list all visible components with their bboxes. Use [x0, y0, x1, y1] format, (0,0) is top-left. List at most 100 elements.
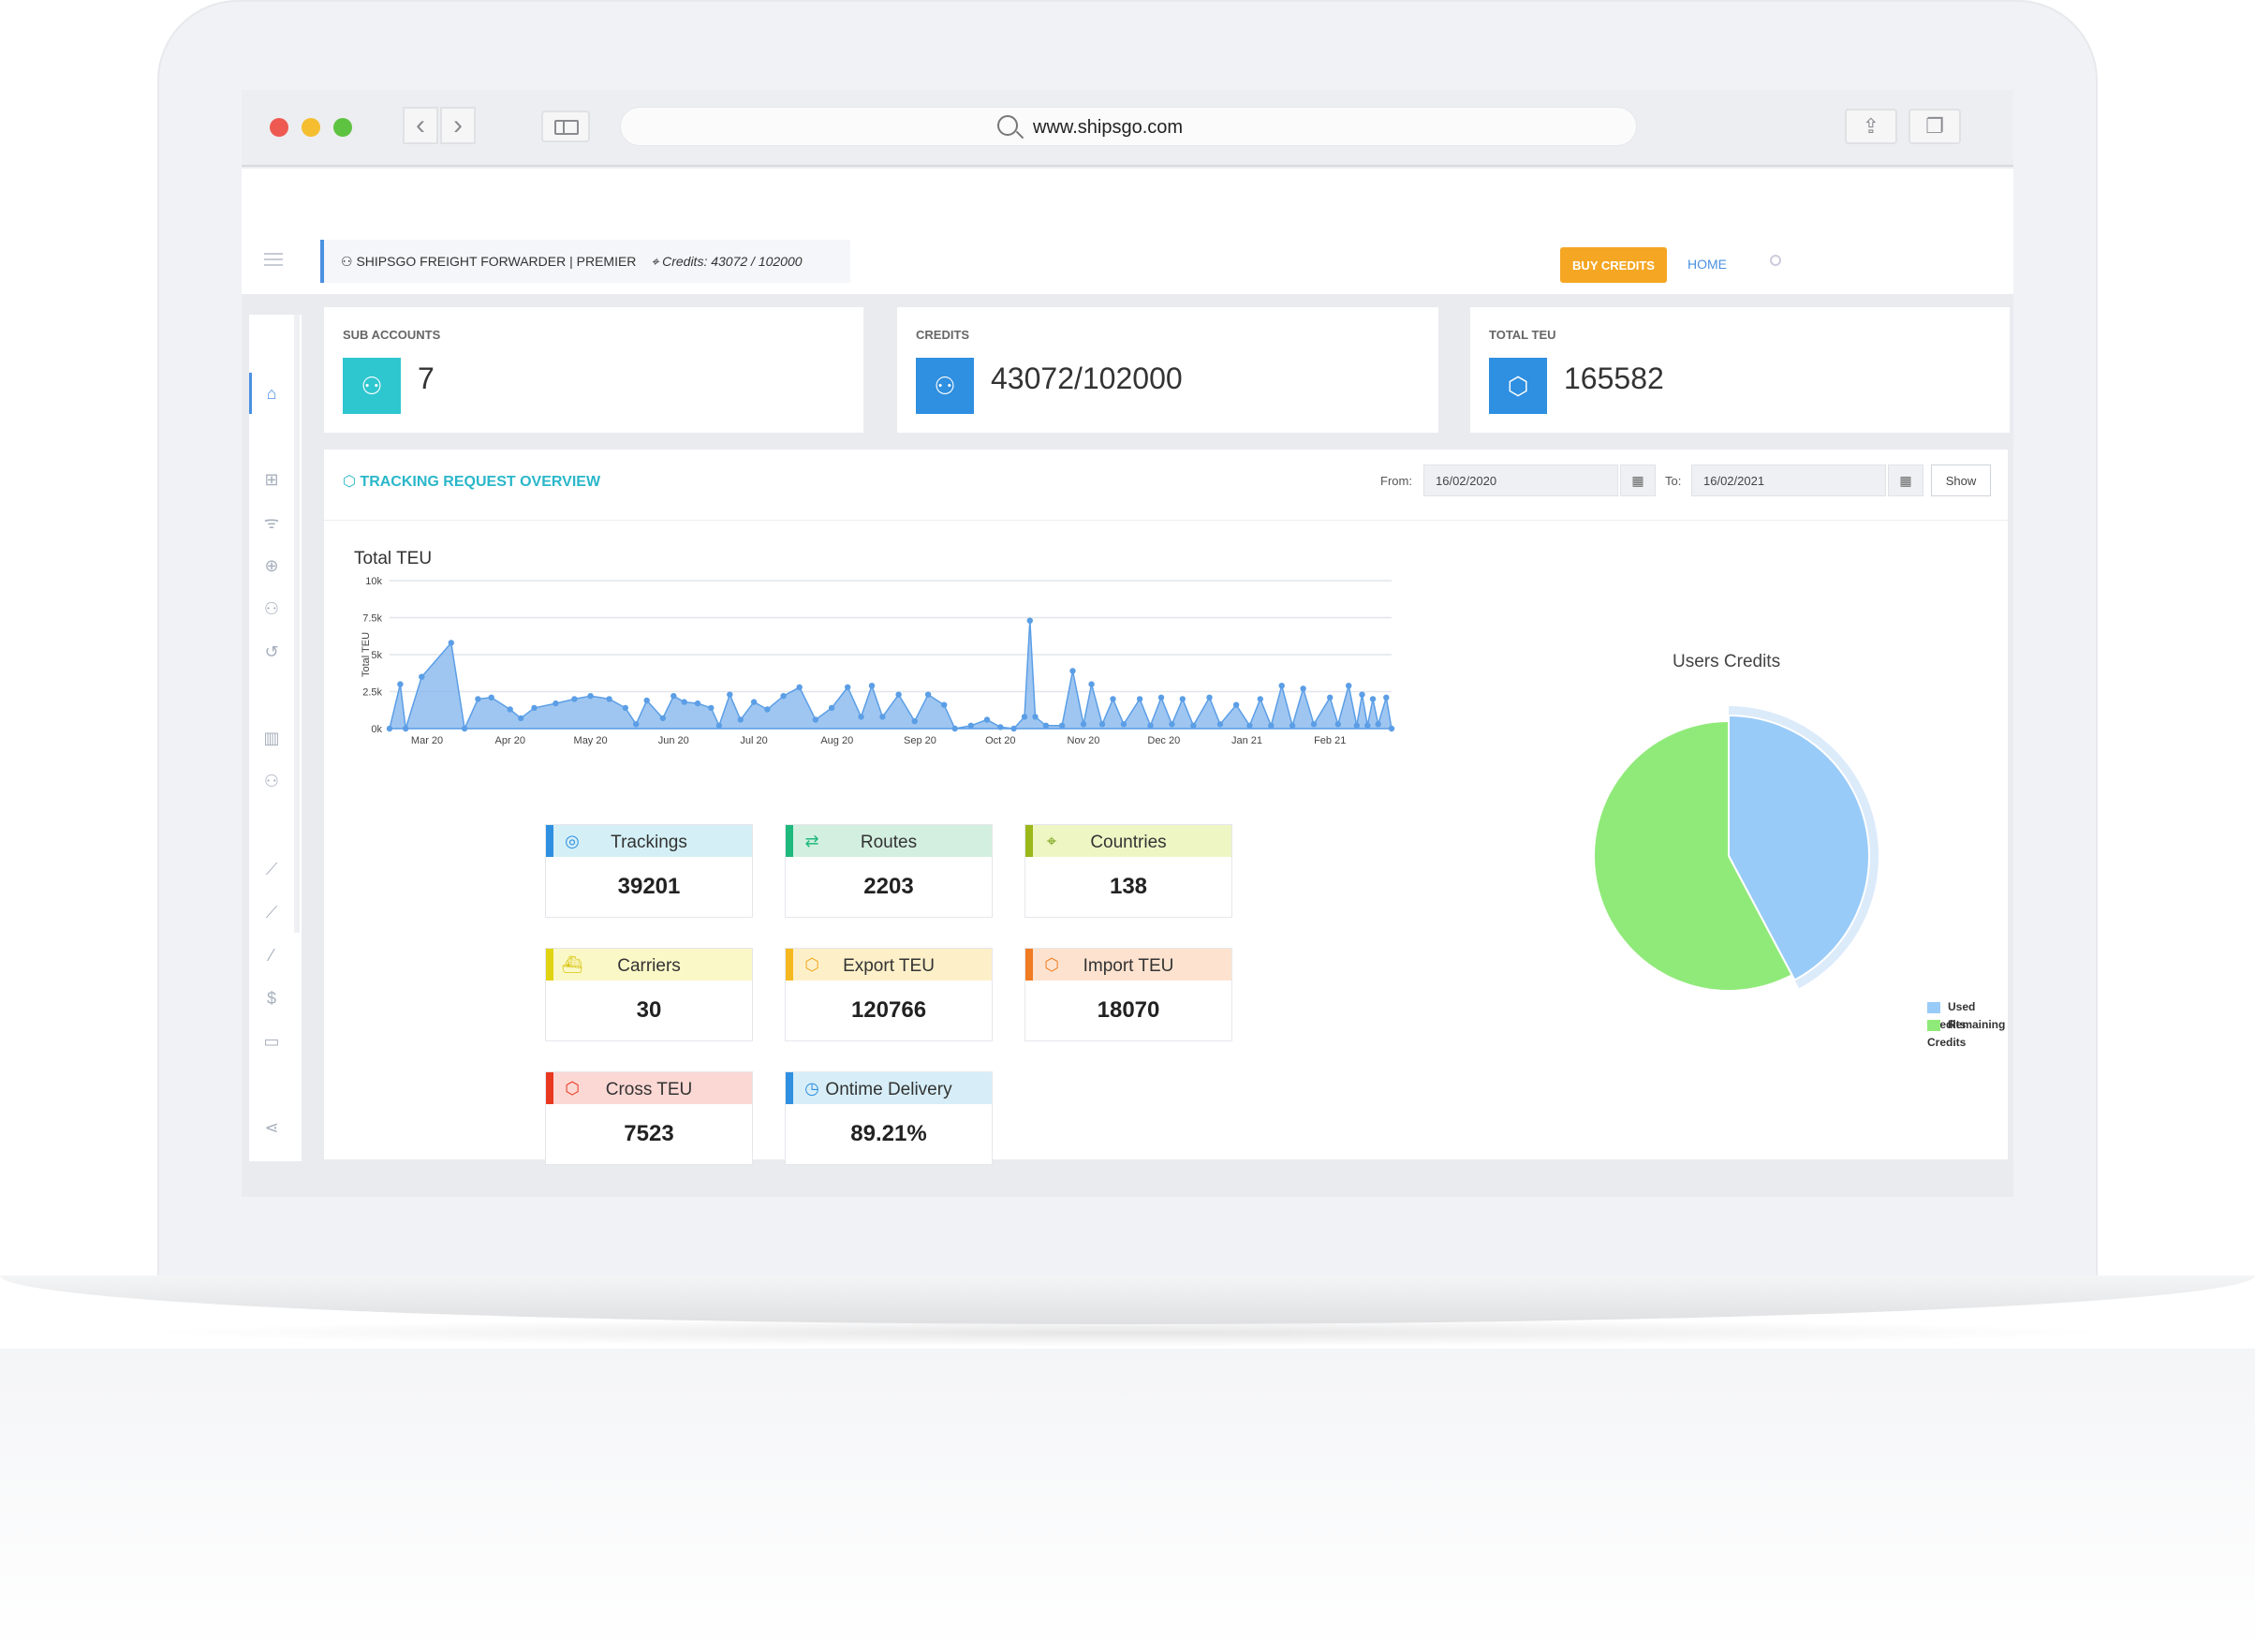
- x-tick-label: Jun 20: [658, 735, 689, 746]
- stat-tile-accent: [786, 949, 793, 981]
- total-teu-card: TOTAL TEU ⬡ 165582: [1470, 307, 2010, 433]
- share-button[interactable]: ⇪: [1845, 109, 1897, 144]
- screen: ‹ › www.shipsgo.com ⇪ ❐ ⚇ SHIPSGO FREIGH…: [242, 90, 2013, 1197]
- clock-icon: ◷: [804, 1079, 819, 1098]
- active-indicator: [249, 373, 252, 414]
- line-chart-icon[interactable]: ⟋: [265, 860, 278, 878]
- data-point: [1179, 696, 1186, 702]
- data-point: [951, 725, 958, 732]
- settings-icon[interactable]: [1770, 255, 1781, 266]
- users-icon[interactable]: ⚇: [263, 599, 280, 618]
- data-point: [1353, 722, 1361, 729]
- sidebar-scrollbar[interactable]: [294, 315, 300, 933]
- forward-button[interactable]: ›: [440, 107, 476, 144]
- x-tick-label: Nov 20: [1068, 735, 1100, 746]
- stat-tile-label: Ontime Delivery: [825, 1080, 952, 1099]
- calendar-icon[interactable]: ▦: [1620, 465, 1656, 496]
- sub-accounts-card: SUB ACCOUNTS ⚇ 7: [324, 307, 863, 433]
- url-bar[interactable]: www.shipsgo.com: [620, 107, 1637, 146]
- home-link[interactable]: HOME: [1688, 257, 1727, 272]
- data-point: [1120, 721, 1128, 728]
- data-point: [715, 722, 723, 729]
- data-point: [531, 704, 538, 712]
- containers-icon: ⬡: [1489, 358, 1547, 414]
- fingerprint-icon: ◎: [565, 832, 580, 850]
- data-point: [1032, 714, 1039, 720]
- data-point: [895, 691, 902, 698]
- x-tick-label: Jul 20: [740, 735, 767, 746]
- company-name: SHIPSGO FREIGHT FORWARDER | PREMIER: [356, 254, 637, 269]
- stat-tile-value: 39201: [617, 874, 681, 899]
- data-point: [796, 684, 803, 690]
- data-point: [671, 693, 677, 700]
- share-icon[interactable]: ⋖: [264, 1118, 279, 1137]
- data-point: [1300, 686, 1306, 692]
- wand-icon[interactable]: ⁄: [270, 946, 273, 965]
- data-point: [1268, 722, 1275, 729]
- data-point: [1359, 691, 1365, 698]
- stat-tile-header: [786, 949, 992, 981]
- data-point: [1110, 696, 1116, 702]
- data-point: [1388, 725, 1395, 732]
- home-icon[interactable]: ⌂: [266, 384, 277, 403]
- sidebar-toggle-button[interactable]: [541, 111, 590, 142]
- user-icon[interactable]: ⚇: [263, 772, 280, 790]
- data-point: [967, 722, 974, 729]
- data-point: [997, 724, 1004, 730]
- data-point: [571, 696, 578, 702]
- ship-icon: ⛴: [561, 955, 583, 974]
- stat-tile-label: Routes: [860, 833, 918, 852]
- x-tick-label: Mar 20: [411, 735, 443, 746]
- pie-slice-remaining[interactable]: [1593, 719, 1793, 992]
- data-point: [1190, 722, 1197, 729]
- card-label: TOTAL TEU: [1489, 328, 1556, 342]
- stat-tile-header: [546, 949, 752, 981]
- containers-icon: ⬡: [343, 474, 361, 490]
- data-point: [708, 704, 715, 712]
- data-point: [1375, 721, 1381, 728]
- data-point: [858, 714, 864, 720]
- bar-chart-icon[interactable]: ▥: [263, 729, 280, 747]
- data-point: [879, 714, 886, 720]
- x-tick-label: Sep 20: [904, 735, 936, 746]
- calendar-icon[interactable]: ▦: [1888, 465, 1923, 496]
- rss-icon[interactable]: ᯤ: [263, 513, 280, 532]
- x-tick-label: Feb 21: [1314, 735, 1346, 746]
- data-point: [1080, 721, 1087, 728]
- tabs-button[interactable]: ❐: [1909, 109, 1961, 144]
- stat-tile-label: Cross TEU: [605, 1080, 693, 1099]
- close-window-button[interactable]: [270, 118, 288, 137]
- history-icon[interactable]: ↺: [264, 642, 279, 661]
- grid-icon[interactable]: ⊞: [264, 470, 279, 489]
- data-point: [1088, 681, 1095, 687]
- stat-tile-value: 89.21%: [850, 1121, 927, 1146]
- laptop-base: [0, 1276, 2255, 1324]
- back-button[interactable]: ‹: [403, 107, 438, 144]
- folder-icon[interactable]: ▭: [263, 1032, 280, 1051]
- add-circle-icon[interactable]: ⊕: [264, 556, 279, 575]
- user-icon: ⚇: [916, 358, 974, 414]
- data-point: [1157, 694, 1165, 701]
- location-pin-icon: ⌖: [651, 254, 659, 269]
- panel-header: ⬡ TRACKING REQUEST OVERVIEW From: 16/02/…: [324, 450, 2008, 521]
- stat-tile: ⛴ Carriers 30: [545, 948, 753, 1041]
- menu-icon[interactable]: [264, 253, 283, 266]
- minimize-window-button[interactable]: [302, 118, 320, 137]
- floor-background: [0, 1349, 2255, 1652]
- to-date-input[interactable]: 16/02/2021: [1691, 465, 1886, 496]
- pie-slice-used[interactable]: [1728, 714, 1870, 981]
- users-credits-pie: [1593, 706, 1879, 992]
- route-icon: ⇄: [804, 832, 819, 850]
- data-point: [518, 715, 524, 722]
- data-point: [1147, 722, 1154, 729]
- maximize-window-button[interactable]: [333, 118, 352, 137]
- from-date-input[interactable]: 16/02/2020: [1423, 465, 1618, 496]
- data-point: [587, 693, 594, 700]
- share-icon: ⇪: [1862, 114, 1880, 138]
- data-point: [1136, 696, 1143, 702]
- trend-icon[interactable]: ⟋: [265, 903, 278, 922]
- data-point: [828, 704, 835, 712]
- dollar-icon[interactable]: $: [266, 989, 276, 1008]
- show-button[interactable]: Show: [1931, 465, 1991, 496]
- buy-credits-button[interactable]: BUY CREDITS: [1560, 247, 1667, 283]
